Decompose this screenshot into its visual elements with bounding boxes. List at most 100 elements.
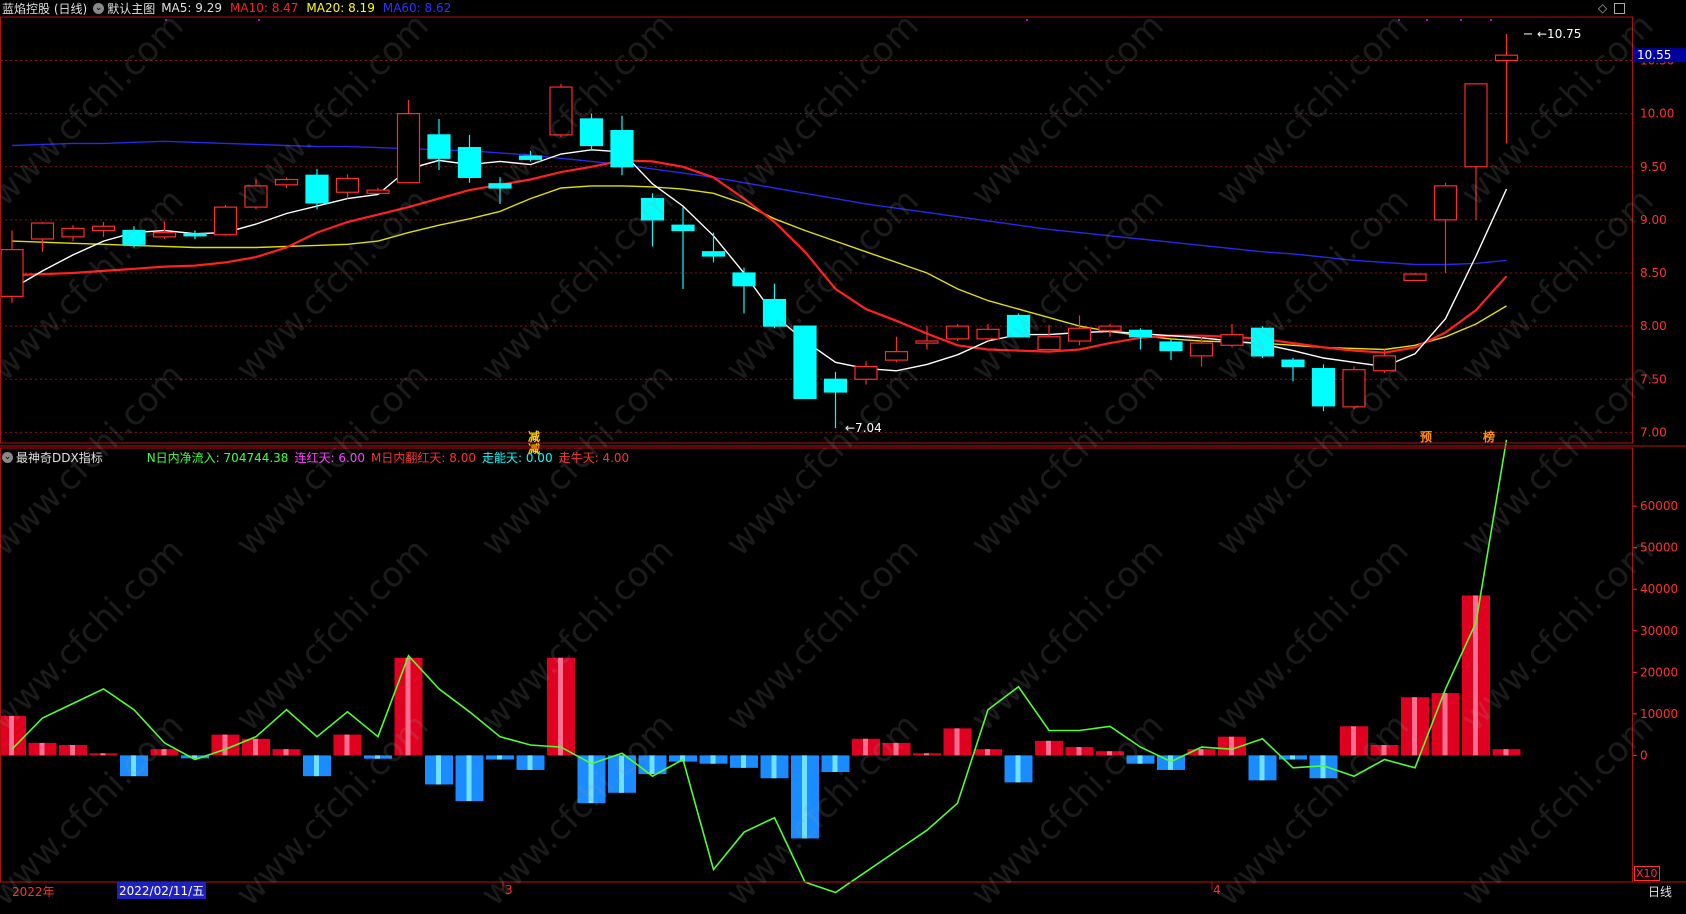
diamond-icon[interactable]: ◇ [1598, 1, 1608, 15]
ddx-bar-highlight [1259, 755, 1265, 781]
candle-body [579, 118, 604, 147]
candle-up [152, 222, 177, 239]
ddx-tick-label: 0 [1640, 748, 1648, 762]
candle-body [1372, 355, 1397, 372]
price-tick-label: 7.50 [1640, 372, 1667, 386]
ddx-bar-highlight [1473, 595, 1478, 756]
candle-down [1250, 326, 1275, 358]
ddx-bar-highlight [741, 755, 746, 768]
candle-up [1098, 324, 1122, 337]
candle-body [61, 227, 85, 238]
ma-legend-value: 8.19 [344, 1, 375, 15]
candle-up [854, 361, 878, 385]
ddx-bar-highlight [1351, 726, 1356, 756]
x-date-label: 2022/02/11/五 [117, 882, 207, 899]
candle-body [1311, 368, 1336, 407]
ddx-bar-highlight [1015, 755, 1021, 783]
candle-up [1342, 366, 1366, 409]
ma-legend-item: MA20: 8.19 [306, 1, 374, 15]
indicator-legend-item: 走牛天: 4.00 [559, 449, 630, 466]
candle-body [884, 351, 909, 361]
ddx-bar-negative [760, 755, 789, 779]
ddx-bar-positive [333, 734, 362, 756]
ddx-bar-highlight [39, 742, 45, 756]
candlesticks [0, 33, 1519, 429]
candle-up [1189, 336, 1214, 367]
ddx-bar-positive [913, 753, 941, 756]
x-axis: 2022年 2022/02/11/五 3 4 日线 [0, 882, 1686, 899]
ma-legend-value: 8.62 [420, 1, 452, 15]
candle-up [549, 83, 573, 137]
candle-body [457, 147, 482, 178]
candle-down [1006, 313, 1031, 338]
ddx-bar-highlight [893, 742, 899, 756]
indicator-legend-item: N日内净流入: 704744.38 [147, 449, 289, 466]
indicator-legend-item: 走能天: 0.00 [482, 449, 553, 466]
top-dot [1026, 19, 1028, 21]
indicator-legend-label: 走能天: [482, 450, 523, 465]
indicator-title: 最神奇DDX指标 [16, 450, 103, 465]
candle-down [579, 113, 604, 151]
ddx-bar-highlight [1503, 749, 1509, 756]
candle-body [366, 189, 390, 194]
main-chart-dropdown[interactable]: ⌄ 默认主图 [93, 0, 155, 17]
top-dot [1398, 19, 1400, 21]
candle-up [61, 225, 85, 242]
ddx-bar-negative [364, 755, 392, 759]
candle-body [274, 178, 299, 186]
ddx-bar-highlight [924, 753, 929, 756]
indicator-legend: N日内净流入: 704744.38 连红天: 6.00 M日内翻红天: 8.00 走能… [147, 449, 629, 466]
ddx-bar-positive [394, 657, 423, 756]
top-dot [1490, 19, 1492, 21]
indicator-legend-label: N日内净流入: [146, 450, 220, 465]
ddx-bar-positive [1431, 693, 1460, 756]
ddx-bar-negative [1248, 755, 1277, 781]
ddx-bar-positive [59, 745, 87, 756]
candle-body [1342, 369, 1366, 408]
square-icon[interactable] [1614, 3, 1625, 14]
indicator-legend-label: M日内翻红天: [371, 450, 446, 465]
price-tick-label: 8.50 [1640, 266, 1667, 280]
ddx-bar-highlight [680, 755, 685, 762]
x-month-label-4: 4 [1213, 883, 1221, 897]
ma-legend-label: MA10: [230, 1, 268, 15]
ddx-bar-highlight [863, 738, 868, 756]
candle-down [671, 207, 695, 289]
indicator-legend-value: 4.00 [598, 450, 630, 465]
indicator-legend-item: 连红天: 6.00 [294, 449, 365, 466]
ddx-bar-highlight [375, 755, 380, 759]
ddx-bar-negative [455, 755, 484, 802]
candle-up [915, 326, 939, 350]
ddx-bar-highlight [1290, 755, 1295, 760]
ddx-bar-negative [699, 755, 728, 764]
candle-down [610, 115, 634, 176]
candle-body [701, 251, 726, 257]
indicator-dropdown[interactable]: ⌄ 最神奇DDX指标 [2, 449, 103, 466]
candle-body [30, 222, 55, 240]
ddx-bar-negative [120, 755, 148, 777]
ddx-bar-highlight [1046, 740, 1051, 756]
candle-body [1006, 314, 1031, 338]
ddx-bar-highlight [100, 753, 106, 756]
candle-up [945, 324, 970, 341]
low-price-label: ←7.04 [845, 421, 882, 435]
ma60-line [11, 140, 1507, 266]
candle-body [0, 249, 24, 297]
ddx-bar-negative [303, 755, 331, 777]
indicator-header: ⌄ 最神奇DDX指标 N日内净流入: 704744.38 连红天: 6.00 M日内… [2, 449, 629, 465]
ddx-bar-highlight [9, 715, 14, 756]
candle-down [518, 150, 543, 162]
high-price-label: ←10.75 [1537, 27, 1581, 41]
candle-body [244, 185, 268, 208]
ddx-bar-positive [89, 753, 118, 756]
top-dot [258, 19, 260, 21]
period-label[interactable]: 日线 [1648, 885, 1673, 899]
candle-body [915, 340, 939, 344]
signal-marker: 预 [1420, 430, 1432, 444]
ddx-bar-highlight [1442, 693, 1448, 756]
ddx-bar-highlight [1412, 697, 1417, 756]
candle-up [213, 205, 238, 236]
ma-legend-value: 8.47 [267, 1, 299, 15]
ddx-bar-highlight [222, 734, 228, 756]
